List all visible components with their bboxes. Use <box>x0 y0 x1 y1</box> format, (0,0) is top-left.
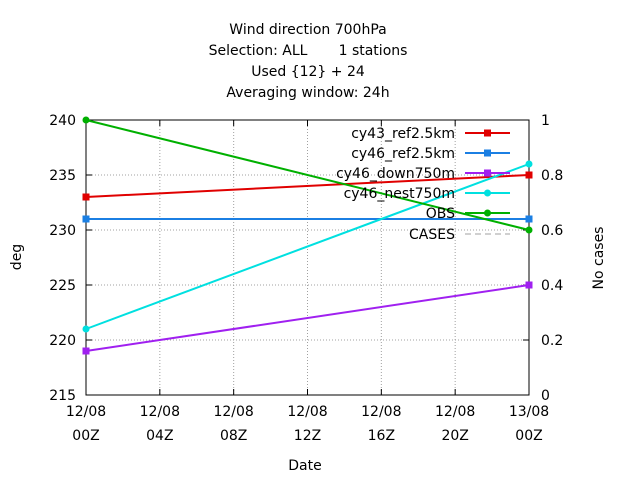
chart-title-line-4: Averaging window: 24h <box>226 85 389 101</box>
x-tick-label-hour: 04Z <box>146 428 173 444</box>
chart-title-line-2: Selection: ALL 1 stations <box>209 43 408 59</box>
legend-label-cy46_ref2.5km: cy46_ref2.5km <box>351 146 455 162</box>
x-tick-label-date: 12/08 <box>66 404 106 420</box>
series-point-cy46_down750m <box>82 347 90 355</box>
y2-tick-label: 0 <box>541 388 550 404</box>
legend-marker-cy46_down750m <box>484 169 491 177</box>
x-tick-label-date: 12/08 <box>213 404 253 420</box>
y-axis-title: deg <box>9 244 25 270</box>
y2-tick-label: 0.4 <box>541 278 563 294</box>
series-layer <box>82 116 533 355</box>
series-point-cy43_ref2.5km <box>82 193 90 201</box>
series-cy43_ref2.5km <box>82 171 533 201</box>
legend-label-cy43_ref2.5km: cy43_ref2.5km <box>351 126 455 142</box>
series-line-OBS <box>85 119 530 231</box>
series-point-cy46_down750m <box>525 281 533 289</box>
y2-axis-title: No cases <box>591 227 607 290</box>
x-axis-title: Date <box>288 458 321 474</box>
series-point-OBS <box>82 116 90 124</box>
y2-tick-label: 0.2 <box>541 333 563 349</box>
series-OBS <box>82 116 533 234</box>
series-point-cy46_ref2.5km <box>525 215 533 223</box>
x-tick-label-date: 12/08 <box>140 404 180 420</box>
chart-title-line-3: Used {12} + 24 <box>251 64 365 80</box>
series-point-OBS <box>525 226 533 234</box>
series-line-cy46_nest750m <box>85 163 530 330</box>
plot-frame <box>85 119 530 396</box>
y-tick-label: 235 <box>49 168 76 184</box>
axes: 215 220 225 230 235 240 0 0.2 0.4 0.6 0.8 1 12/08 00Z… <box>49 113 563 444</box>
y-tick-label: 220 <box>49 333 76 349</box>
series-point-cy46_nest750m <box>82 325 90 333</box>
chart-title-block: Wind direction 700hPa Selection: ALL 1 s… <box>209 22 408 101</box>
legend-label-cy46_down750m: cy46_down750m <box>336 166 455 182</box>
x-tick-label-date: 13/08 <box>509 404 549 420</box>
legend-marker-OBS <box>484 209 491 217</box>
legend-marker-cy46_nest750m <box>484 189 491 197</box>
y2-tick-label: 0.8 <box>541 168 563 184</box>
series-line-cy46_down750m <box>85 284 530 352</box>
y-tick-label: 240 <box>49 113 76 129</box>
chart-title-line-1: Wind direction 700hPa <box>229 22 386 38</box>
series-point-cy43_ref2.5km <box>525 171 533 179</box>
y2-tick-label: 1 <box>541 113 550 129</box>
x-tick-label-hour: 20Z <box>441 428 468 444</box>
x-tick-label-hour: 00Z <box>515 428 542 444</box>
x-tick-label-date: 12/08 <box>435 404 475 420</box>
legend-label-cases: CASES <box>409 227 455 243</box>
legend: cy43_ref2.5km cy46_ref2.5km cy46_down750mc… <box>336 126 510 243</box>
y-tick-label: 225 <box>49 278 76 294</box>
x-tick-label-date: 12/08 <box>287 404 327 420</box>
x-tick-label-hour: 12Z <box>294 428 321 444</box>
series-cy46_down750m <box>82 281 533 355</box>
y-tick-label: 215 <box>49 388 76 404</box>
y2-tick-label: 0.6 <box>541 223 563 239</box>
x-tick-label-hour: 08Z <box>220 428 247 444</box>
series-point-cy46_ref2.5km <box>82 215 90 223</box>
legend-label-cy46_nest750m: cy46_nest750m <box>344 186 455 202</box>
series-point-cy46_nest750m <box>525 160 533 168</box>
series-cy46_nest750m <box>82 160 533 333</box>
series-cy46_ref2.5km <box>82 215 533 223</box>
y-tick-label: 230 <box>49 223 76 239</box>
legend-marker-cy43_ref2.5km <box>484 129 491 137</box>
x-tick-label-date: 12/08 <box>361 404 401 420</box>
grid-lines <box>86 120 529 395</box>
series-line-cy43_ref2.5km <box>85 174 530 198</box>
x-tick-label-hour: 16Z <box>368 428 395 444</box>
legend-marker-cy46_ref2.5km <box>484 149 491 157</box>
x-tick-label-hour: 00Z <box>72 428 99 444</box>
legend-label-OBS: OBS <box>426 206 455 222</box>
